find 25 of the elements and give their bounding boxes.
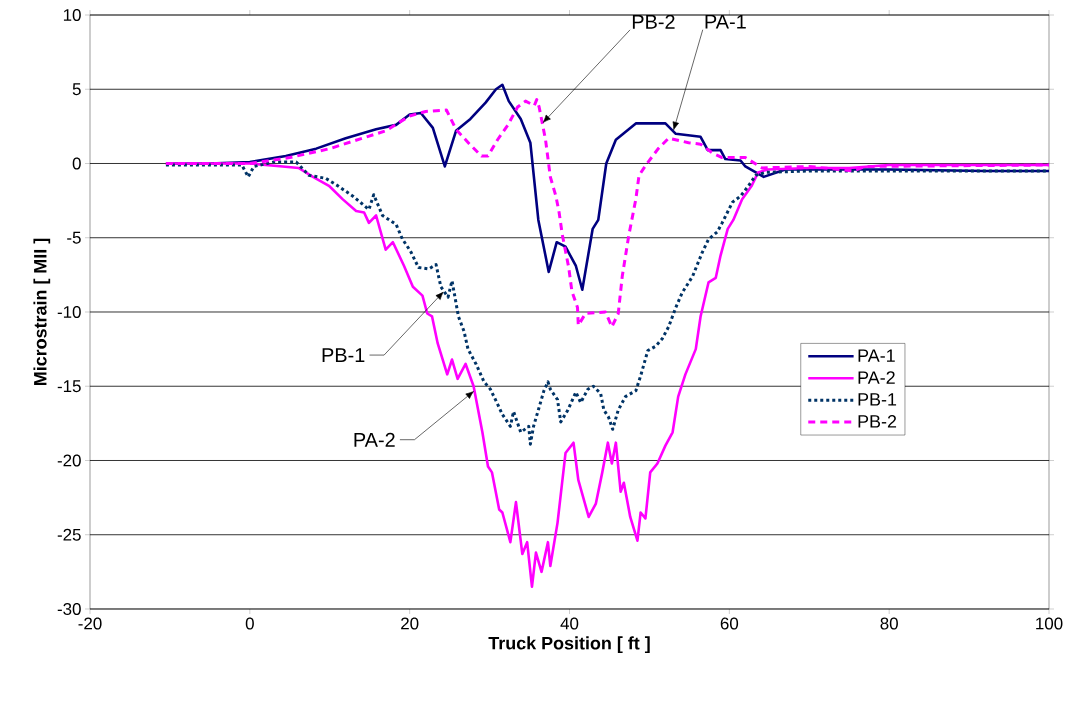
y-tick-label: 10 bbox=[63, 9, 81, 21]
y-tick-label: -10 bbox=[57, 306, 81, 318]
annotation: PB-2 bbox=[632, 14, 675, 29]
x-tick-label: 0 bbox=[245, 617, 254, 630]
y-tick-label: 0 bbox=[72, 157, 81, 170]
y-tick-label: -15 bbox=[57, 380, 81, 393]
y-tick-label: -30 bbox=[57, 603, 81, 615]
legend-label: PA-2 bbox=[858, 371, 895, 384]
y-axis-title: Microstrain [ MII ] bbox=[33, 238, 51, 386]
x-tick-label: 20 bbox=[401, 617, 419, 630]
legend-label: PB-1 bbox=[858, 393, 897, 406]
y-tick-label: -20 bbox=[57, 454, 81, 467]
y-tick-label: -25 bbox=[57, 528, 81, 541]
y-tick-label: 5 bbox=[72, 83, 81, 96]
x-tick-label: 60 bbox=[720, 617, 739, 630]
annotation: PA-2 bbox=[354, 432, 395, 447]
y-tick-label: -5 bbox=[67, 231, 81, 244]
legend-label: PA-1 bbox=[858, 349, 895, 362]
x-axis-title: Truck Position [ ft ] bbox=[488, 636, 650, 654]
x-tick-label: 80 bbox=[880, 617, 898, 630]
x-tick-label: 100 bbox=[1036, 617, 1063, 630]
x-tick-label: 40 bbox=[560, 617, 579, 630]
legend-label: PB-2 bbox=[858, 415, 897, 428]
annotation: PB-1 bbox=[322, 348, 365, 362]
annotation: PA-1 bbox=[705, 14, 746, 29]
